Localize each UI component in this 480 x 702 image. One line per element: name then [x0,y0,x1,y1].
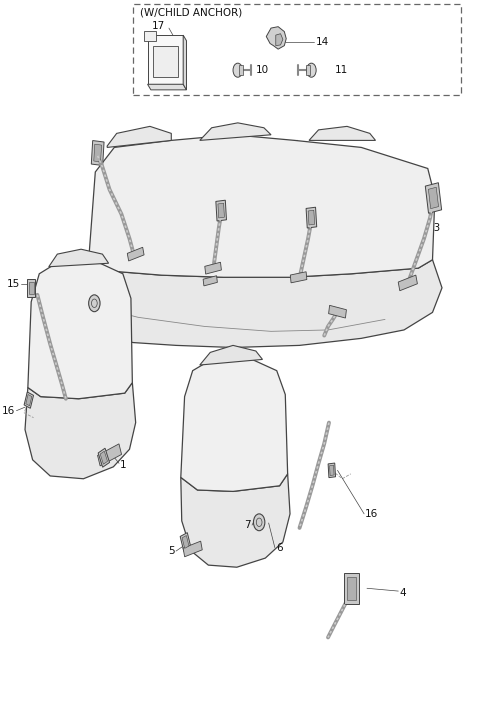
Polygon shape [181,358,288,491]
Polygon shape [239,65,243,75]
Polygon shape [200,345,263,365]
Polygon shape [153,46,179,77]
Bar [94,144,102,162]
Bar [306,207,317,228]
Text: 6: 6 [276,543,282,552]
Bar [27,279,36,297]
Polygon shape [309,126,375,140]
Polygon shape [107,126,171,147]
Text: 10: 10 [256,65,269,75]
Text: 13: 13 [428,223,441,233]
Text: 3: 3 [102,297,109,307]
Polygon shape [25,383,136,479]
Polygon shape [266,27,286,49]
Text: 2: 2 [52,345,58,355]
Text: 9: 9 [126,214,133,224]
Bar [180,533,191,551]
Bar [26,395,32,406]
Text: 14: 14 [316,37,329,47]
Polygon shape [183,35,187,90]
Text: 16: 16 [2,406,15,416]
Bar [182,536,189,548]
Polygon shape [306,65,311,75]
Bar [308,211,315,225]
Polygon shape [276,34,283,46]
Bar [344,573,360,604]
Bar [29,282,34,294]
Polygon shape [28,261,132,399]
Bar [425,183,442,213]
Text: 17: 17 [151,21,165,31]
Text: 1: 1 [120,460,127,470]
Bar [183,541,202,557]
Bar [24,392,34,409]
Text: 11: 11 [335,65,348,75]
Bar [398,275,418,291]
Bar [97,444,121,466]
Text: 16: 16 [365,509,378,519]
Polygon shape [144,31,156,41]
Bar [329,305,347,318]
Polygon shape [88,135,435,277]
Text: 7: 7 [244,520,251,530]
Text: 12: 12 [313,225,326,235]
Circle shape [307,63,316,77]
Bar [428,187,439,208]
Polygon shape [181,474,290,567]
Text: 5: 5 [168,546,175,556]
Polygon shape [147,35,183,84]
Bar [203,276,217,286]
Bar [100,451,108,464]
Circle shape [89,295,100,312]
Text: 8: 8 [218,190,225,200]
Bar [347,577,356,600]
Bar [216,200,227,221]
Polygon shape [200,123,271,140]
Polygon shape [87,260,442,347]
Text: (W/CHILD ANCHOR): (W/CHILD ANCHOR) [141,7,243,17]
Bar [218,204,225,218]
Bar [205,263,221,274]
Bar [328,463,336,477]
Polygon shape [49,249,108,267]
Bar [290,272,307,283]
Circle shape [253,514,265,531]
Text: 4: 4 [399,588,406,598]
Bar [127,247,144,261]
Polygon shape [147,84,187,90]
Bar [330,465,334,475]
Bar [98,448,109,468]
Circle shape [233,63,242,77]
Bar [91,140,104,166]
Text: 15: 15 [7,279,20,289]
